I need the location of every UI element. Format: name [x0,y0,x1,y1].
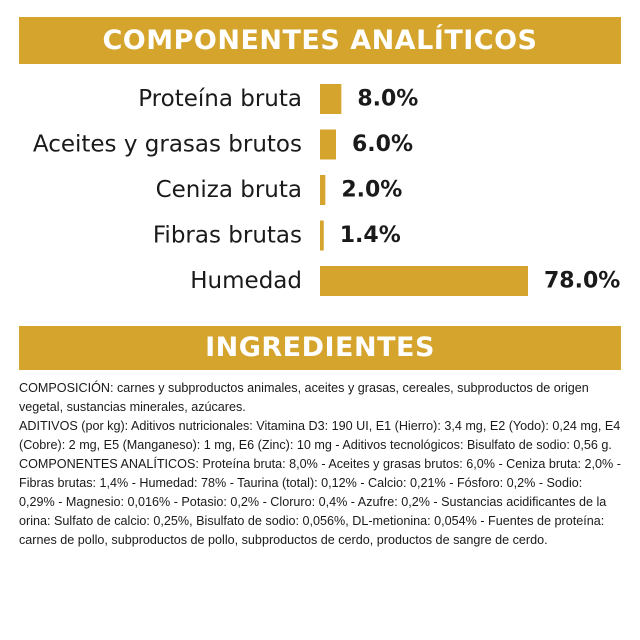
category-label: Aceites y grasas brutos [33,132,302,158]
bar [320,266,528,296]
value-label: 1.4% [340,223,401,248]
bar [320,220,324,251]
ingredients-banner: INGREDIENTES [19,326,621,370]
category-label: Humedad [190,268,302,294]
bar [320,175,326,205]
category-label: Proteína bruta [138,86,302,112]
analytic-components-paragraph: COMPONENTES ANALÍTICOS: Proteína bruta: … [19,457,621,547]
bar [320,129,336,160]
category-label: Ceniza bruta [156,177,302,203]
value-label: 6.0% [352,132,413,157]
additives-paragraph: ADITIVOS (por kg): Aditivos nutricionale… [19,419,621,452]
composition-paragraph: COMPOSICIÓN: carnes y subproductos anima… [19,381,589,414]
value-label: 78.0% [544,269,620,294]
category-label: Fibras brutas [153,223,302,249]
ingredients-text: COMPOSICIÓN: carnes y subproductos anima… [19,379,621,550]
value-label: 8.0% [357,87,418,112]
bar [320,84,342,114]
nutrient-bar-chart: Proteína bruta 8.0% Aceites y grasas bruto… [33,84,620,296]
value-label: 2.0% [341,178,402,203]
analytic-components-banner: COMPONENTES ANALÍTICOS [19,17,621,64]
